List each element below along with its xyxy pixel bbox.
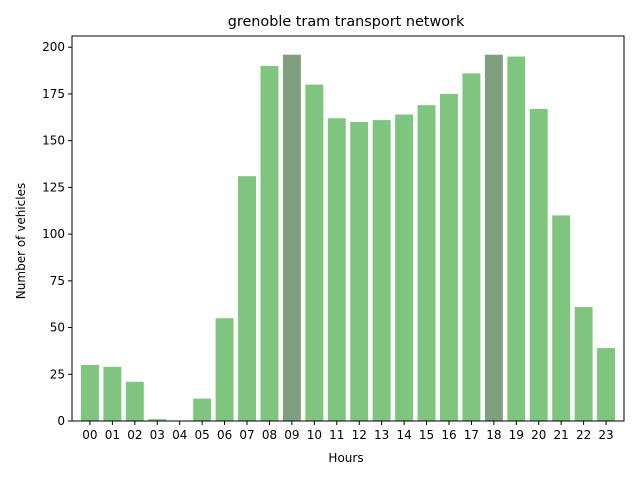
y-tick-label: 125 [42,180,65,194]
x-tick-label: 16 [441,428,456,442]
x-tick-label: 12 [352,428,367,442]
bar-10 [305,84,324,421]
bar-01 [103,366,122,421]
x-tick-label: 13 [374,428,389,442]
x-tick-label: 22 [576,428,591,442]
bar-21 [552,215,571,421]
x-tick-label: 11 [329,428,344,442]
bar-18 [484,54,503,421]
x-axis-label: Hours [328,451,363,465]
bar-06 [215,318,234,421]
x-tick-label: 05 [195,428,210,442]
bar-15 [417,105,436,422]
bar-00 [80,364,99,421]
x-tick-label: 04 [172,428,187,442]
x-tick-label: 23 [598,428,613,442]
x-tick-label: 15 [419,428,434,442]
axes-group [71,35,625,422]
bar-09 [282,54,301,421]
x-tick-label: 08 [262,428,277,442]
y-tick-label: 50 [50,321,65,335]
bar-02 [125,381,144,421]
bar-22 [574,307,593,421]
y-tick-label: 150 [42,134,65,148]
bar-08 [260,65,279,422]
x-tick-label: 19 [509,428,524,442]
x-tick-label: 07 [239,428,254,442]
bar-07 [238,176,256,421]
x-tick-label: 03 [150,428,165,442]
bar-13 [372,120,391,421]
x-tick-label: 00 [82,428,97,442]
bar-17 [462,73,481,421]
bar-03 [148,419,167,421]
bar-20 [529,108,548,421]
x-tick-label: 17 [464,428,479,442]
bar-14 [395,114,414,421]
chart-title: grenoble tram transport network [228,14,465,30]
bars-group [80,54,616,422]
bar-16 [440,93,458,421]
y-tick-label: 75 [50,274,65,288]
ticks-group: 0 25 50 75 100 125 150 175 200 00 01 02 03 04 05 06 07 08… [42,40,614,442]
x-tick-label: 01 [105,428,120,442]
x-tick-label: 14 [396,428,411,442]
x-tick-label: 02 [127,428,142,442]
x-tick-label: 18 [486,428,501,442]
bar-19 [507,56,526,422]
x-tick-label: 21 [554,428,569,442]
y-tick-label: 175 [42,87,65,101]
x-tick-label: 10 [307,428,322,442]
x-tick-label: 06 [217,428,232,442]
bar-11 [327,118,346,421]
y-tick-label: 200 [42,40,65,54]
y-tick-label: 100 [42,227,65,241]
plot-frame [71,35,625,422]
bar-05 [193,398,212,421]
x-tick-label: 09 [284,428,299,442]
y-tick-label: 0 [57,414,65,428]
bar-12 [350,121,369,421]
bar-23 [597,348,616,421]
x-tick-label: 20 [531,428,546,442]
y-axis-label: Number of vehicles [14,183,28,299]
y-tick-label: 25 [50,367,65,381]
